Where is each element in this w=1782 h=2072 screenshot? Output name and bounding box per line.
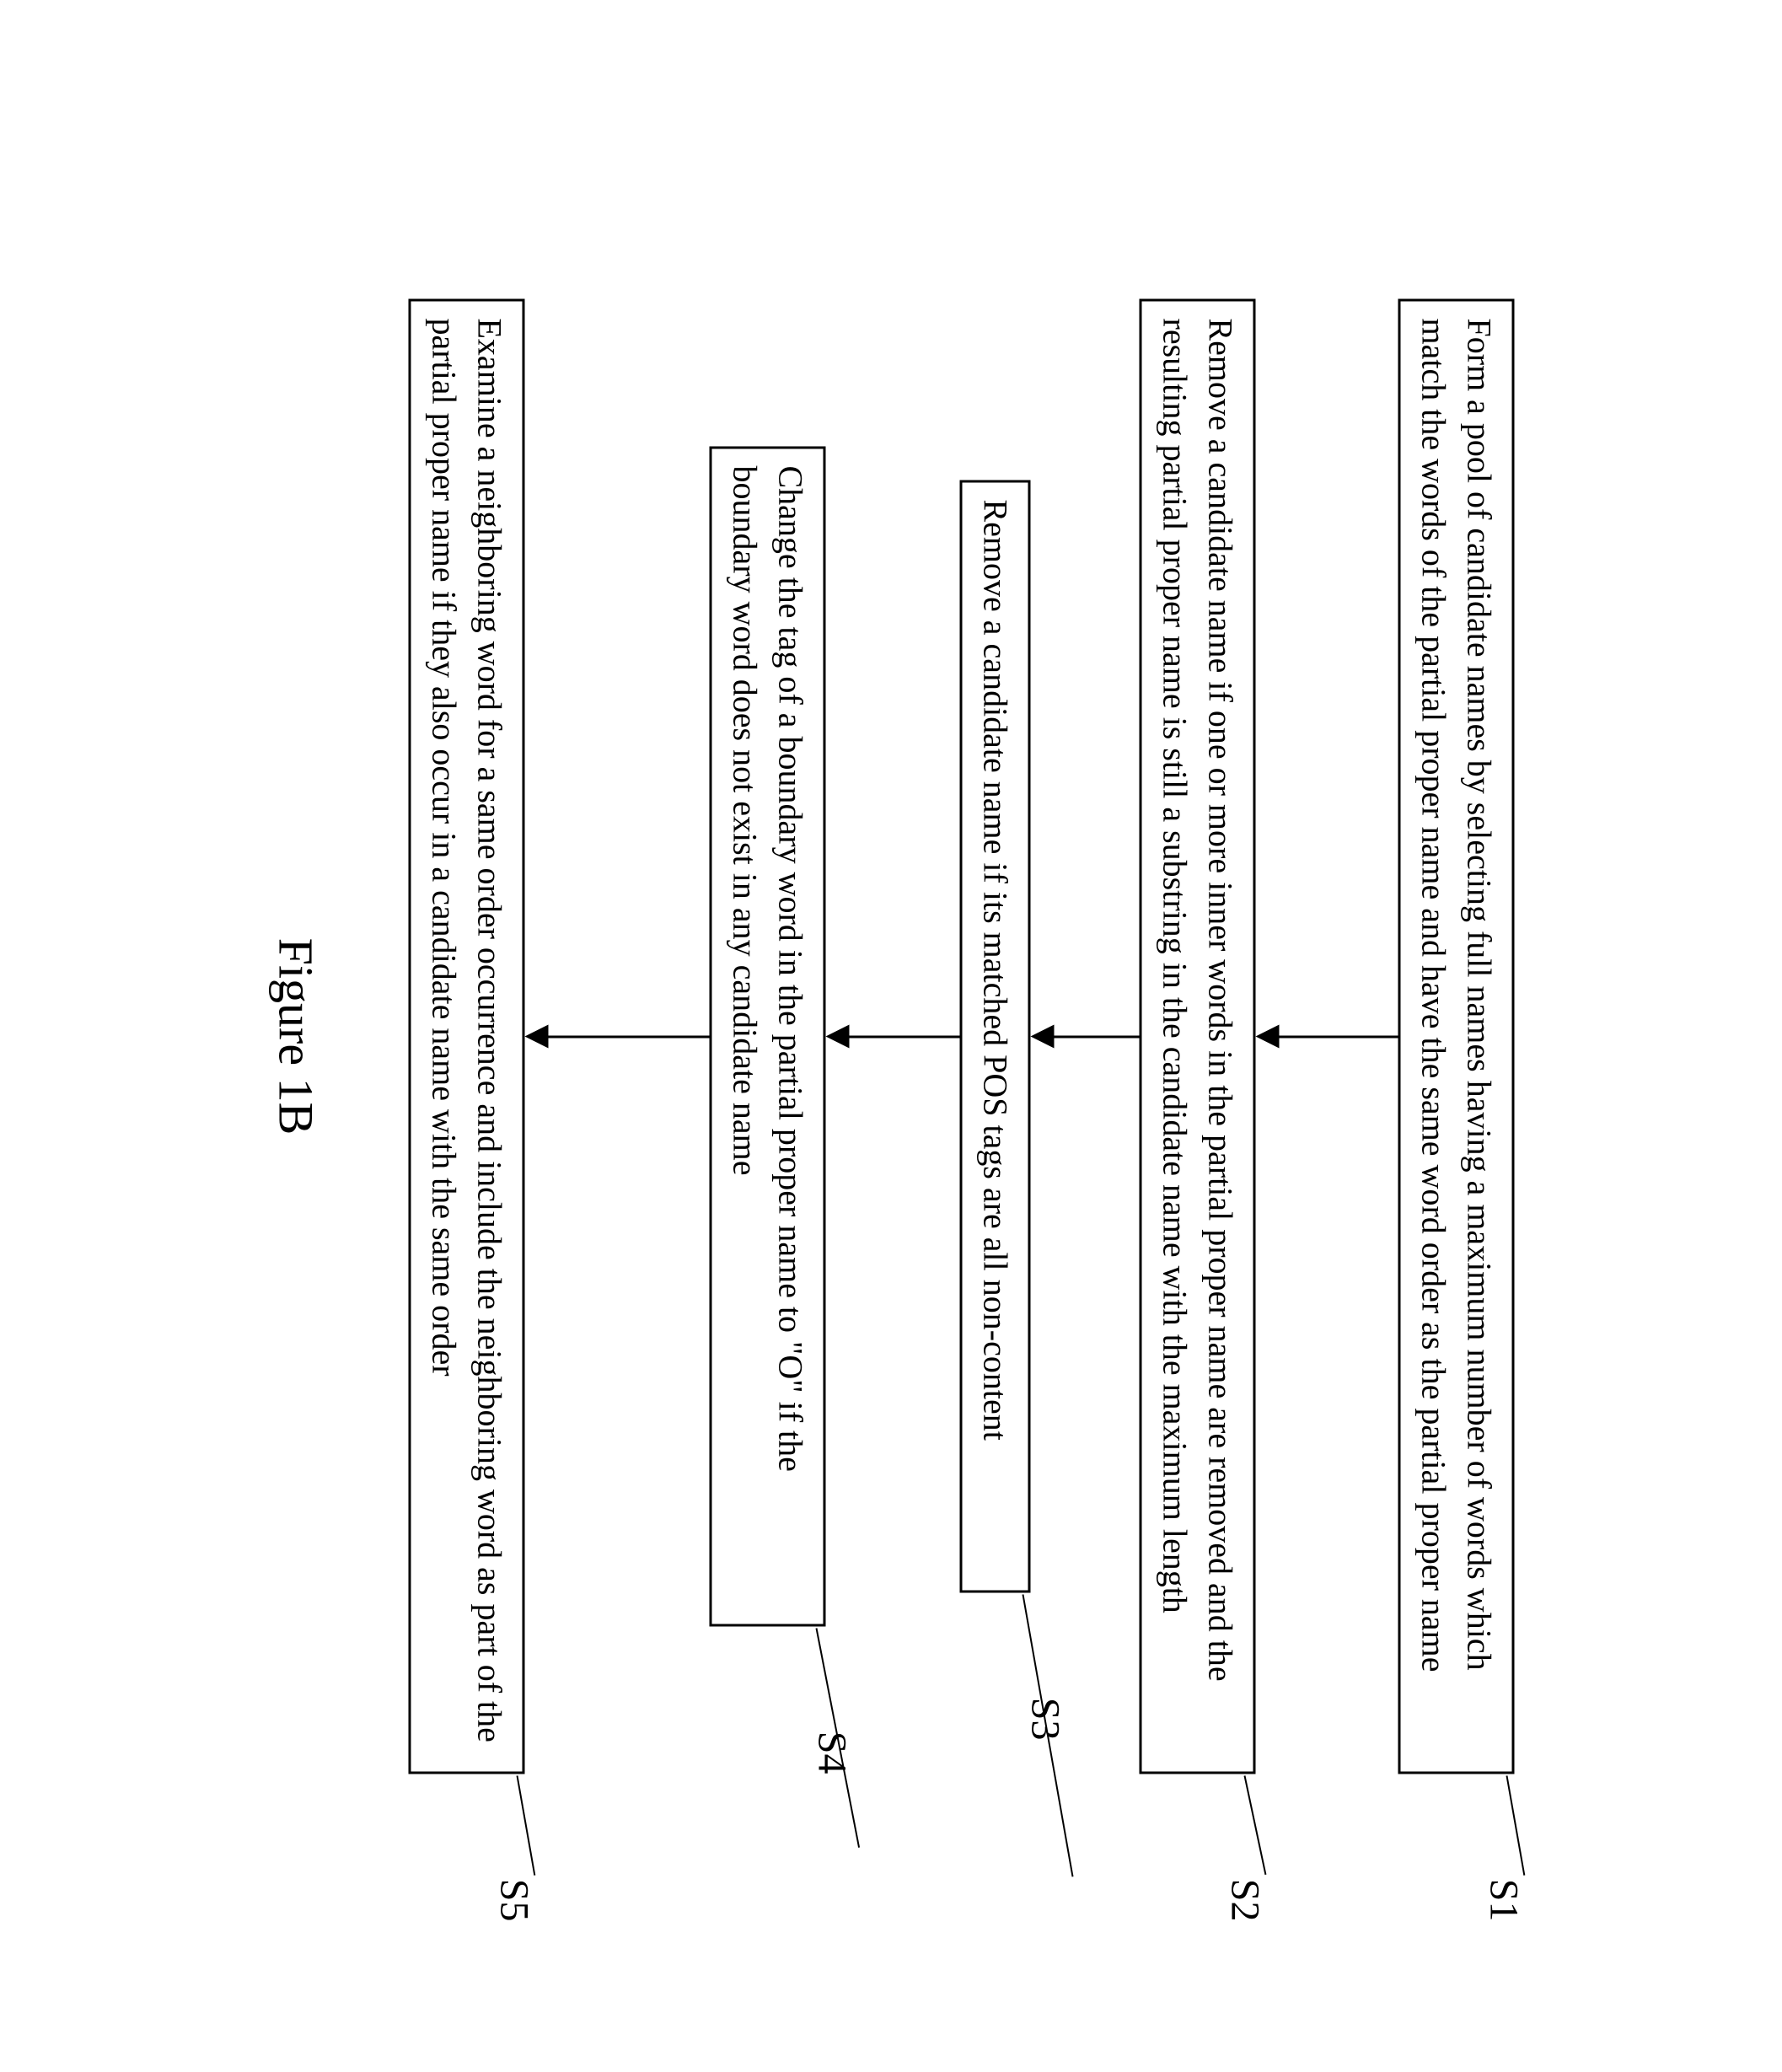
step-label-s4: S4 <box>809 1731 856 1774</box>
step-label-s1: S1 <box>1481 1878 1527 1921</box>
step-box-s3: Remove a candidate name if its matched P… <box>960 480 1031 1592</box>
step-label-s3: S3 <box>1023 1697 1069 1740</box>
step-row-s5: Examine a neighboring word for a same or… <box>409 298 525 1774</box>
arrow-s4-s5 <box>525 1024 710 1048</box>
arrow-shaft <box>1054 1035 1140 1038</box>
step-label-s5: S5 <box>491 1878 538 1921</box>
step-row-s4: Change the tag of a boundary word in the… <box>710 446 826 1626</box>
leader-line-s1 <box>1506 1775 1526 1876</box>
figure-caption: Figure 1B <box>268 937 325 1135</box>
leader-line-s5 <box>517 1775 536 1876</box>
step-label-s2: S2 <box>1222 1878 1269 1921</box>
arrow-shaft <box>548 1035 710 1038</box>
arrow-head-icon <box>826 1024 850 1048</box>
arrow-s3-s4 <box>826 1024 960 1048</box>
step-box-s2: Remove a candidate name if one or more i… <box>1140 298 1256 1774</box>
step-box-s4: Change the tag of a boundary word in the… <box>710 446 826 1626</box>
rotation-wrapper: Form a pool of candidate names by select… <box>217 248 1565 1824</box>
arrow-head-icon <box>525 1024 549 1048</box>
arrow-shaft <box>1279 1035 1398 1038</box>
step-row-s1: Form a pool of candidate names by select… <box>1398 298 1515 1774</box>
step-box-s1: Form a pool of candidate names by select… <box>1398 298 1515 1774</box>
flowchart-container: Form a pool of candidate names by select… <box>217 248 1565 1824</box>
step-row-s2: Remove a candidate name if one or more i… <box>1140 298 1256 1774</box>
arrow-head-icon <box>1031 1024 1055 1048</box>
arrow-shaft <box>849 1035 960 1038</box>
arrow-s2-s3 <box>1031 1024 1140 1048</box>
step-row-s3: Remove a candidate name if its matched P… <box>960 480 1031 1592</box>
step-box-s5: Examine a neighboring word for a same or… <box>409 298 525 1774</box>
leader-line-s2 <box>1244 1775 1267 1875</box>
arrow-head-icon <box>1256 1024 1280 1048</box>
arrow-s1-s2 <box>1256 1024 1398 1048</box>
